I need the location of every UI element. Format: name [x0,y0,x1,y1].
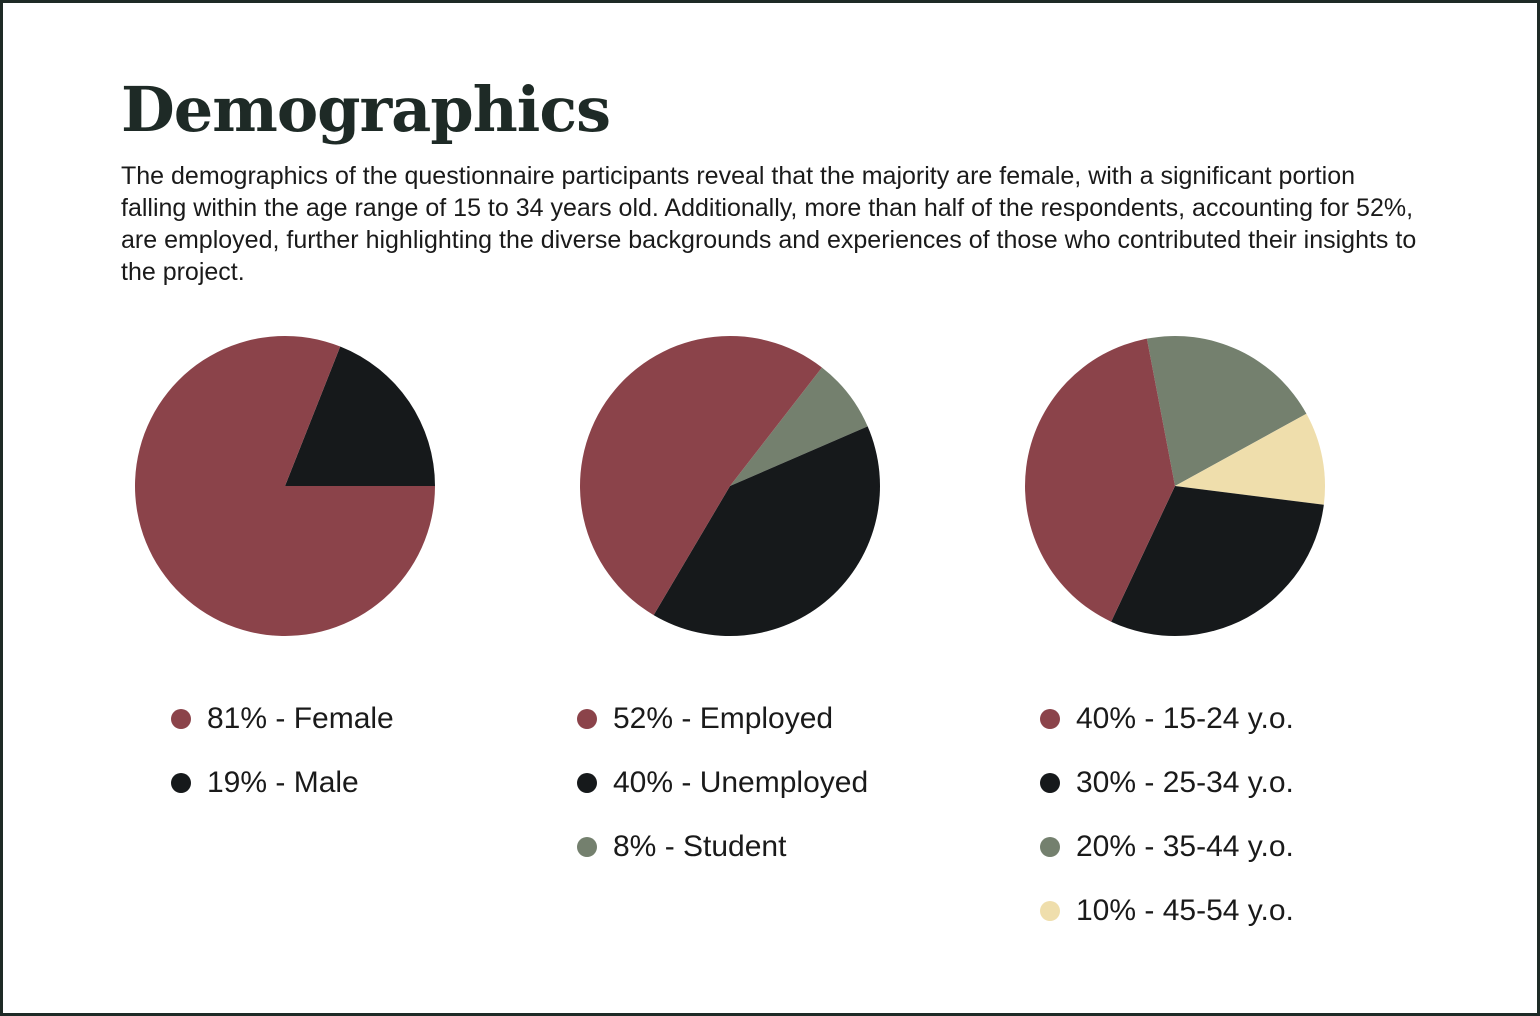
legend-item: 40% - Unemployed [577,751,868,815]
pie-slice-35-44-y-o [1146,336,1307,486]
gender-pie-chart [135,335,435,636]
pie-slice-45-54-y-o [1175,413,1326,505]
legend-item: 20% - 35-44 y.o. [1040,815,1294,879]
legend-label: 20% - 35-44 y.o. [1076,830,1294,863]
legend-color-dot [577,773,597,793]
gender-legend: 81% - Female 19% - Male [171,687,394,815]
legend-color-dot [1040,901,1060,921]
legend-label: 8% - Student [613,830,787,863]
age-pie-chart [1025,336,1326,636]
legend-color-dot [1040,837,1060,857]
pie-slice-25-34-y-o [1111,486,1324,636]
legend-item: 30% - 25-34 y.o. [1040,751,1294,815]
employment-pie-chart [580,336,880,636]
legend-label: 52% - Employed [613,702,834,735]
pie-slice-female [135,335,435,636]
pie-slice-male [285,346,435,486]
legend-label: 40% - Unemployed [613,766,869,799]
pie-slice-employed [580,336,822,616]
intro-paragraph: The demographics of the questionnaire pa… [121,162,1417,286]
legend-color-dot [577,709,597,729]
legend-color-dot [171,709,191,729]
legend-label: 81% - Female [207,702,394,735]
legend-color-dot [1040,709,1060,729]
page-title: Demographics [121,73,611,146]
pie-slice-student [730,367,868,486]
pie-slice-15-24-y-o [1025,338,1175,622]
age-legend: 40% - 15-24 y.o. 30% - 25-34 y.o. 20% - 35… [1040,687,1294,943]
legend-item: 10% - 45-54 y.o. [1040,879,1294,943]
legend-label: 10% - 45-54 y.o. [1076,894,1294,927]
legend-color-dot [1040,773,1060,793]
legend-item: 40% - 15-24 y.o. [1040,687,1294,751]
legend-item: 8% - Student [577,815,868,879]
legend-color-dot [577,837,597,857]
legend-color-dot [171,773,191,793]
legend-label: 40% - 15-24 y.o. [1076,702,1294,735]
legend-label: 19% - Male [207,766,359,799]
legend-item: 81% - Female [171,687,394,751]
legend-item: 19% - Male [171,751,394,815]
pie-slice-unemployed [653,426,880,636]
legend-item: 52% - Employed [577,687,868,751]
employment-legend: 52% - Employed 40% - Unemployed 8% - Stude… [577,687,868,879]
legend-label: 30% - 25-34 y.o. [1076,766,1294,799]
